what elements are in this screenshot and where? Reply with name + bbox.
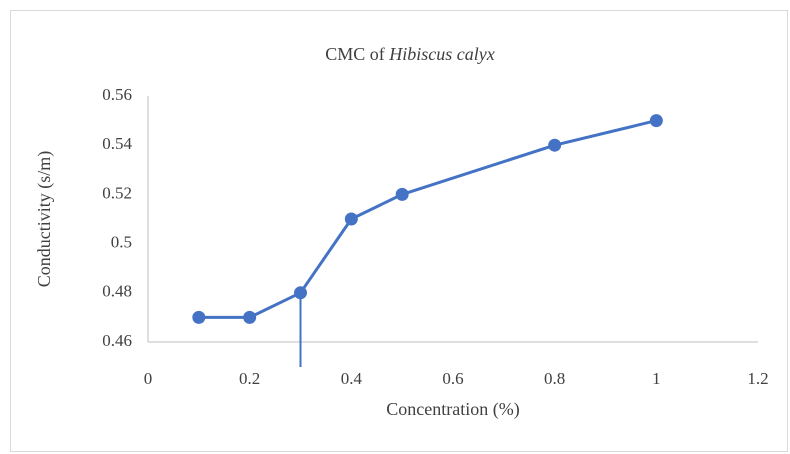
point (548, 138, 562, 152)
point (395, 187, 409, 201)
y-tick-label: 0.52 (102, 183, 132, 202)
x-tick-label: 0.8 (544, 369, 565, 388)
point (243, 310, 257, 324)
y-tick-label: 0.56 (102, 85, 132, 104)
point (192, 310, 206, 324)
x-tick-label: 0 (144, 369, 153, 388)
point (649, 114, 663, 128)
y-axis-title: Conductivity (s/m) (34, 151, 55, 288)
y-tick-label: 0.5 (111, 233, 132, 252)
x-tick-label: 0.2 (239, 369, 260, 388)
x-tick-label: 0.6 (442, 369, 463, 388)
y-tick-label: 0.54 (102, 134, 132, 153)
y-tick-label: 0.48 (102, 282, 132, 301)
x-tick-label: 0.4 (341, 369, 363, 388)
title-plain: CMC of (325, 44, 385, 64)
x-tick-label: 1.2 (747, 369, 768, 388)
point (294, 286, 307, 300)
x-axis-title: Concentration (%) (386, 399, 519, 420)
y-tick-label: 0.46 (102, 331, 132, 350)
chart-title: CMC of Hibiscus calyx (325, 44, 494, 64)
point (344, 212, 358, 226)
title-italic: Hibiscus calyx (388, 44, 494, 64)
chart-border (10, 10, 788, 452)
x-tick-label: 1 (652, 369, 661, 388)
